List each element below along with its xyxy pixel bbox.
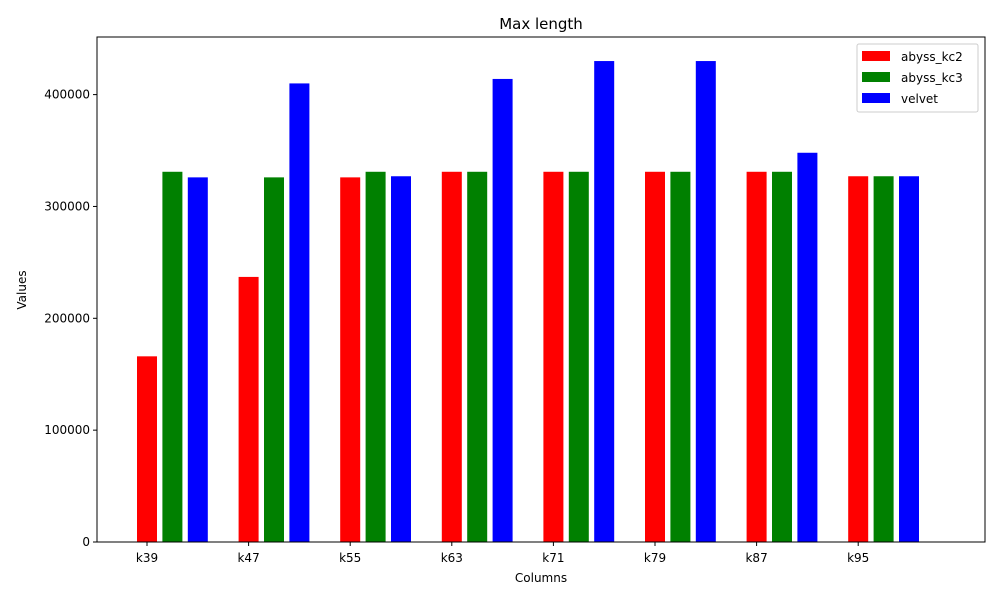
y-axis-label: Values: [15, 270, 29, 309]
bar-velvet-k63: [492, 78, 513, 543]
bar-abyss_kc3-k71: [568, 171, 589, 543]
legend-swatch-velvet: [862, 93, 890, 103]
x-tick-label: k47: [237, 551, 259, 565]
y-tick-label: 300000: [44, 199, 90, 213]
x-axis-label: Columns: [515, 571, 567, 585]
legend-label-velvet: velvet: [901, 92, 938, 106]
bar-abyss_kc2-k87: [746, 171, 767, 543]
bar-abyss_kc3-k55: [365, 171, 386, 543]
legend-label-abyss_kc2: abyss_kc2: [901, 50, 963, 64]
bar-abyss_kc2-k71: [543, 171, 564, 543]
bar-abyss_kc2-k39: [137, 356, 157, 542]
x-ticks: k39 k47 k55 k63 k71 k79 k87 k95: [136, 542, 869, 565]
x-tick-label: k63: [441, 551, 463, 565]
y-tick-label: 400000: [44, 88, 90, 102]
x-tick-label: k95: [847, 551, 869, 565]
bar-velvet-k95: [899, 176, 919, 542]
bar-abyss_kc2-k63: [441, 171, 462, 543]
plot-frame: [96, 36, 986, 543]
bar-abyss_kc2-k47: [238, 276, 259, 542]
bar-abyss_kc3-k39: [162, 171, 183, 543]
bar-abyss_kc3-k63: [467, 171, 488, 543]
x-tick-label: k39: [136, 551, 158, 565]
y-tick-label: 100000: [44, 423, 90, 437]
bar-abyss_kc3-k95: [873, 176, 894, 542]
bars-group: [137, 61, 919, 543]
bar-abyss_kc2-k55: [340, 177, 361, 543]
chart-title: Max length: [499, 15, 583, 33]
y-ticks: 0 100000 200000 300000 400000: [44, 88, 97, 549]
y-tick-label: 0: [82, 535, 90, 549]
bar-abyss_kc3-k87: [772, 171, 792, 543]
bar-abyss_kc2-k95: [848, 176, 869, 542]
y-tick-label: 200000: [44, 311, 90, 325]
legend-swatch-abyss_kc2: [862, 51, 890, 61]
x-tick-label: k79: [644, 551, 666, 565]
x-tick-label: k55: [339, 551, 361, 565]
bar-velvet-k47: [289, 83, 310, 543]
bar-velvet-k79: [695, 61, 716, 543]
bar-velvet-k55: [391, 176, 411, 542]
bar-abyss_kc3-k47: [264, 177, 284, 543]
bar-velvet-k87: [797, 152, 818, 543]
bar-velvet-k39: [187, 177, 208, 543]
x-tick-label: k87: [745, 551, 767, 565]
legend-label-abyss_kc3: abyss_kc3: [901, 71, 963, 85]
bar-velvet-k71: [594, 61, 615, 543]
x-tick-label: k71: [542, 551, 564, 565]
legend-swatch-abyss_kc3: [862, 72, 890, 82]
bar-abyss_kc3-k79: [670, 171, 691, 543]
bar-abyss_kc2-k79: [645, 171, 665, 543]
